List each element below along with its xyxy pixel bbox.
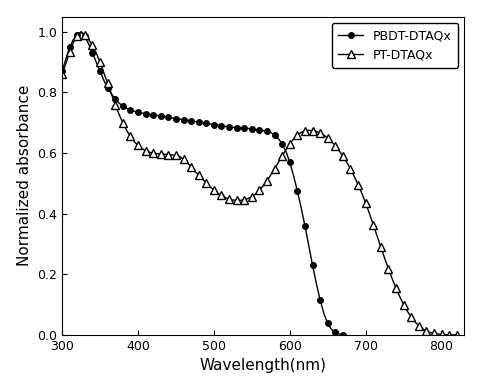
PBDT-DTAQx [85, 42, 91, 46]
PT-DTAQx [233, 198, 239, 203]
PT-DTAQx [347, 167, 353, 171]
PBDT-DTAQx [59, 69, 65, 74]
PBDT-DTAQx [286, 160, 292, 165]
PT-DTAQx [63, 61, 69, 66]
Y-axis label: Normalized absorbance: Normalized absorbance [17, 85, 32, 266]
PT-DTAQx [351, 174, 357, 179]
PBDT-DTAQx [275, 136, 281, 141]
PBDT-DTAQx [313, 281, 319, 286]
PT-DTAQx [59, 72, 65, 76]
PT-DTAQx [116, 112, 121, 117]
PBDT-DTAQx [283, 149, 288, 154]
PT-DTAQx [449, 333, 455, 337]
Line: PT-DTAQx: PT-DTAQx [58, 28, 460, 339]
PT-DTAQx [78, 30, 84, 34]
PBDT-DTAQx [294, 189, 300, 193]
PT-DTAQx [215, 191, 220, 195]
PT-DTAQx [453, 333, 459, 337]
PBDT-DTAQx [78, 30, 84, 34]
Line: PBDT-DTAQx: PBDT-DTAQx [59, 29, 345, 337]
Legend: PBDT-DTAQx, PT-DTAQx: PBDT-DTAQx, PT-DTAQx [331, 23, 457, 68]
PBDT-DTAQx [339, 332, 345, 337]
X-axis label: Wavelength(nm): Wavelength(nm) [199, 358, 326, 373]
